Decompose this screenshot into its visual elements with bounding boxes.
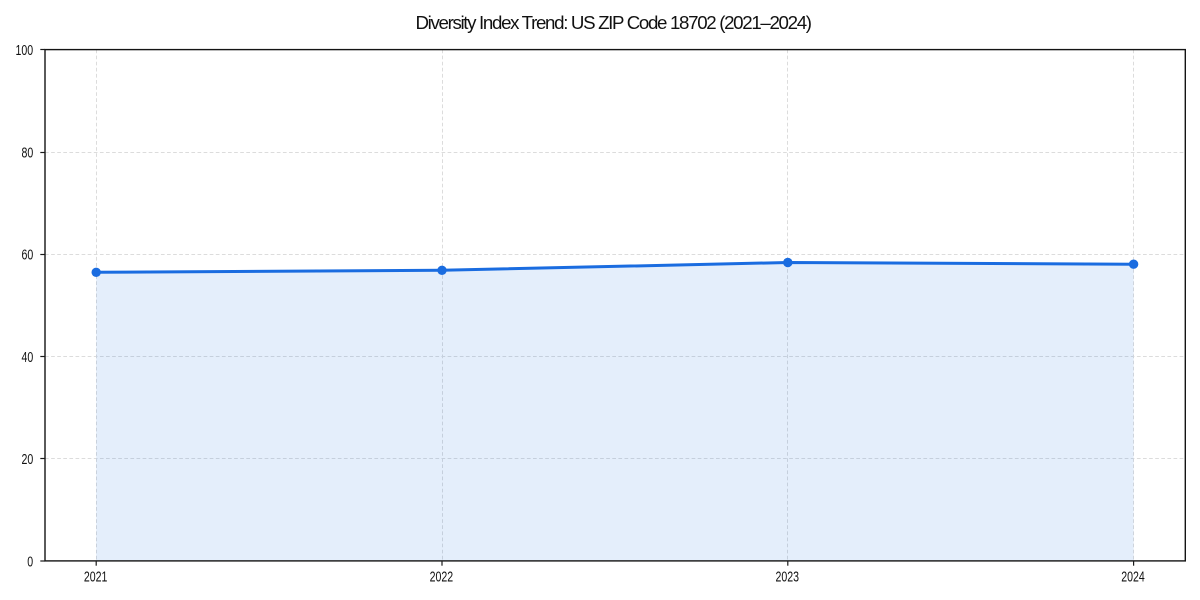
svg-text:100: 100	[16, 41, 34, 58]
svg-text:Diversity Index Trend: US ZIP: Diversity Index Trend: US ZIP Code 18702…	[416, 12, 813, 33]
svg-text:2022: 2022	[430, 568, 454, 585]
svg-text:2021: 2021	[84, 568, 108, 585]
svg-text:20: 20	[21, 450, 33, 467]
svg-text:2024: 2024	[1121, 568, 1145, 585]
svg-text:60: 60	[21, 246, 33, 263]
svg-text:2023: 2023	[775, 568, 799, 585]
svg-text:0: 0	[27, 553, 33, 570]
svg-text:40: 40	[21, 348, 33, 365]
svg-text:80: 80	[21, 144, 33, 161]
